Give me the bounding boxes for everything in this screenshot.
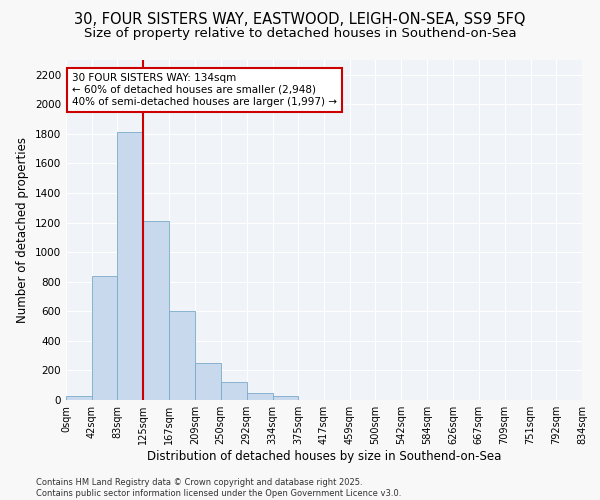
Text: Size of property relative to detached houses in Southend-on-Sea: Size of property relative to detached ho… [83,28,517,40]
Bar [221,382,247,400]
Text: Contains HM Land Registry data © Crown copyright and database right 2025.
Contai: Contains HM Land Registry data © Crown c… [36,478,401,498]
Bar [66,396,92,400]
Bar [196,363,221,400]
Y-axis label: Number of detached properties: Number of detached properties [16,137,29,323]
Bar [143,221,169,400]
Bar [169,312,196,400]
Bar [247,392,272,400]
Bar [272,396,298,400]
Bar [118,132,143,400]
Bar [92,276,118,400]
X-axis label: Distribution of detached houses by size in Southend-on-Sea: Distribution of detached houses by size … [147,450,501,463]
Text: 30 FOUR SISTERS WAY: 134sqm
← 60% of detached houses are smaller (2,948)
40% of : 30 FOUR SISTERS WAY: 134sqm ← 60% of det… [72,74,337,106]
Text: 30, FOUR SISTERS WAY, EASTWOOD, LEIGH-ON-SEA, SS9 5FQ: 30, FOUR SISTERS WAY, EASTWOOD, LEIGH-ON… [74,12,526,28]
